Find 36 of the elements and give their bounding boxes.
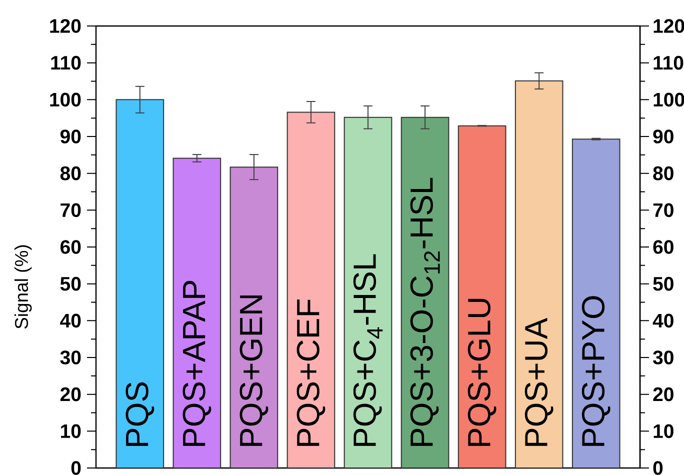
y2-tick-label: 100	[654, 92, 684, 107]
y2-tick-label: 20	[653, 387, 674, 402]
y-tick-label: 80	[60, 166, 81, 180]
y-tick-label: 40	[60, 314, 81, 328]
x-tick-label: PQS+APAP	[182, 280, 212, 446]
y2-tick-label: 120	[654, 19, 684, 33]
y2-tick-label: 70	[653, 203, 674, 218]
y-tick-label: 110	[51, 56, 81, 70]
y2-tick-label: 30	[652, 350, 674, 364]
y2-tick-label: 110	[654, 56, 684, 70]
y-tick-label: 60	[60, 240, 81, 254]
y-tick-label: 90	[60, 130, 81, 144]
y-tick-label: 0	[71, 461, 81, 475]
x-tick-label: PQS+CEF	[296, 299, 326, 446]
y2-tick-label: 80	[653, 166, 674, 180]
y-tick-label: 20	[60, 387, 81, 402]
y-tick-label: 70	[60, 203, 81, 218]
y2-tick-label: 90	[653, 130, 674, 144]
y2-tick-label: 50	[653, 276, 674, 291]
y2-tick-label: 10	[654, 424, 674, 438]
y-tick-label: 100	[50, 92, 81, 107]
x-tick-label: PQS	[126, 382, 154, 446]
y2-tick-label: 40	[652, 314, 674, 328]
y-tick-label: 50	[60, 276, 81, 291]
x-tick-label: PQS+3-O-C$_{12}$-HSL	[410, 178, 440, 446]
y-tick-label: 30	[60, 350, 81, 364]
y-axis-title: Signal (%)	[14, 245, 32, 329]
y2-tick-label: 0	[653, 461, 663, 475]
x-tick-label: PQS+GEN	[240, 295, 268, 446]
y2-tick-label: 60	[653, 240, 674, 254]
x-tick-label: PQS+UA	[524, 318, 554, 446]
x-tick-label: PQS+GLU	[468, 298, 496, 446]
x-tick-label: PQS+PYO	[582, 296, 610, 446]
x-tick-label: PQS+C$_{4}$-HSL	[353, 254, 383, 446]
y-tick-label: 120	[50, 19, 81, 33]
y-tick-label: 10	[61, 424, 81, 438]
